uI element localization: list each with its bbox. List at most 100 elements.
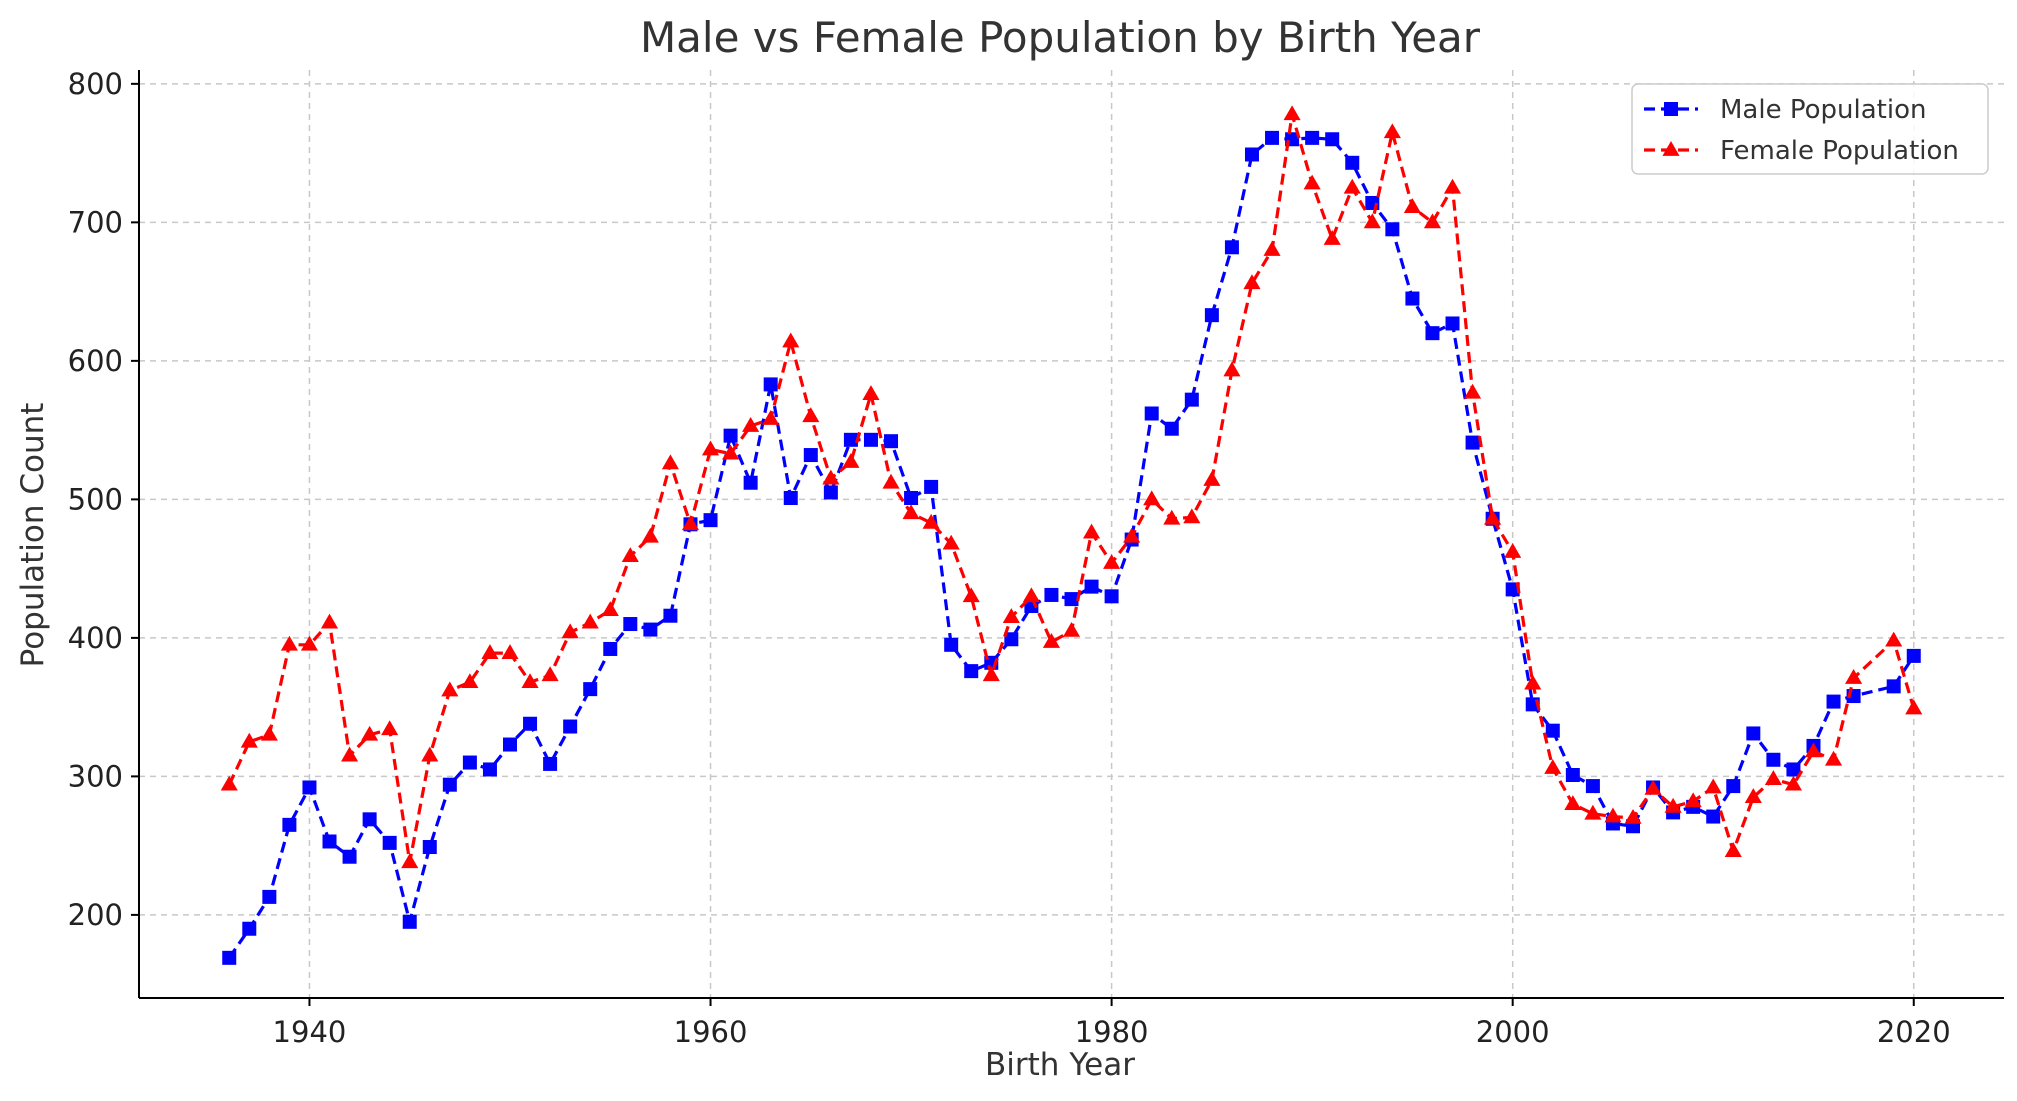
y-tick-label: 200 — [68, 898, 123, 932]
female-data-point — [1203, 470, 1221, 486]
male-data-point — [964, 664, 979, 679]
female-data-point — [260, 725, 278, 741]
male-data-point — [1084, 579, 1099, 594]
male-data-point — [362, 812, 377, 827]
x-tick-label: 1960 — [674, 1015, 748, 1049]
male-data-point — [482, 762, 497, 777]
male-data-point — [1224, 240, 1239, 255]
male-data-point — [944, 637, 959, 652]
female-data-point — [220, 775, 238, 791]
female-data-point — [681, 515, 700, 531]
male-data-point — [1345, 155, 1360, 170]
male-data-point — [1265, 130, 1280, 145]
male-data-point — [783, 490, 798, 505]
female-data-point — [1383, 123, 1401, 139]
male-data-point — [1325, 132, 1340, 147]
male-data-point — [462, 755, 477, 770]
male-data-point — [282, 817, 297, 832]
male-data-point — [1706, 809, 1721, 824]
x-axis-label: Birth Year — [985, 1047, 1135, 1083]
female-data-point — [722, 444, 740, 460]
female-data-point — [1824, 750, 1843, 766]
male-data-point — [763, 377, 778, 392]
male-data-point — [1445, 316, 1460, 331]
chart-title: Male vs Female Population by Birth Year — [640, 13, 1481, 62]
male-series — [222, 130, 1921, 965]
male-data-point — [623, 617, 638, 632]
male-data-point — [603, 641, 618, 656]
male-data-point — [1826, 694, 1841, 709]
x-tick-label: 2020 — [1877, 1015, 1951, 1049]
female-data-point — [1764, 770, 1782, 786]
female-data-point — [1042, 633, 1060, 648]
male-data-point — [543, 756, 558, 771]
female-series-line — [227, 112, 1916, 864]
female-data-point — [661, 454, 679, 470]
female-data-point — [1443, 178, 1462, 194]
male-data-point — [1204, 308, 1219, 323]
legend: Male Population Female Population — [1631, 83, 1989, 175]
female-legend-marker — [1662, 141, 1680, 156]
male-data-point — [382, 835, 397, 850]
female-data-point — [481, 644, 499, 659]
female-data-point — [361, 725, 379, 741]
y-tick-label: 700 — [68, 205, 123, 239]
y-axis-label: Population Count — [15, 403, 51, 668]
female-data-point — [1804, 742, 1823, 758]
male-data-point — [1004, 632, 1019, 647]
female-data-point — [1504, 543, 1522, 558]
male-data-point — [1064, 592, 1079, 607]
female-data-point — [1143, 490, 1161, 506]
male-data-point — [1365, 195, 1380, 210]
female-data-point — [1704, 778, 1722, 794]
male-data-point — [1545, 723, 1560, 738]
female-data-point — [280, 635, 298, 651]
female-data-point — [601, 601, 619, 617]
male-data-point — [1565, 768, 1580, 783]
female-data-point — [1664, 797, 1682, 813]
female-data-point — [822, 469, 840, 485]
female-data-point — [1022, 587, 1040, 603]
male-data-point — [502, 737, 517, 752]
female-data-point — [240, 732, 258, 748]
male-data-point — [1164, 421, 1179, 436]
male-data-point — [1766, 752, 1781, 767]
x-tick-label: 1980 — [1075, 1015, 1149, 1049]
female-data-point — [561, 623, 579, 639]
female-data-point — [501, 644, 519, 659]
male-data-point — [342, 849, 357, 864]
female-data-point — [1123, 527, 1141, 543]
legend-box — [1631, 83, 1989, 175]
male-data-point — [1726, 779, 1741, 794]
male-data-point — [843, 432, 858, 447]
y-tick-label: 600 — [68, 344, 123, 378]
female-data-point — [1885, 631, 1903, 647]
female-data-point — [1845, 669, 1863, 684]
female-data-point — [1243, 274, 1261, 290]
female-data-point — [1684, 792, 1702, 808]
female-data-point — [541, 666, 559, 682]
y-tick-label: 800 — [68, 67, 123, 101]
female-data-point — [621, 547, 639, 563]
female-data-point — [942, 534, 960, 550]
female-data-point — [1223, 361, 1241, 377]
male-data-point — [1886, 679, 1901, 694]
male-data-point — [262, 889, 277, 904]
female-data-point — [1183, 508, 1201, 524]
female-data-point — [1724, 842, 1742, 858]
male-data-point — [1305, 130, 1320, 145]
male-data-point — [924, 479, 939, 494]
y-tick-label: 500 — [68, 482, 123, 516]
male-series-line — [227, 136, 1916, 959]
male-data-point — [1906, 648, 1921, 663]
female-data-point — [982, 666, 1000, 682]
female-data-point — [762, 410, 780, 425]
female-data-point — [1163, 509, 1181, 525]
female-data-point — [341, 746, 359, 762]
male-data-point — [1184, 392, 1199, 407]
male-data-point — [1044, 587, 1059, 602]
male-data-point — [1465, 435, 1480, 450]
male-data-point — [1244, 147, 1259, 162]
female-legend-label: Female Population — [1720, 136, 1959, 166]
